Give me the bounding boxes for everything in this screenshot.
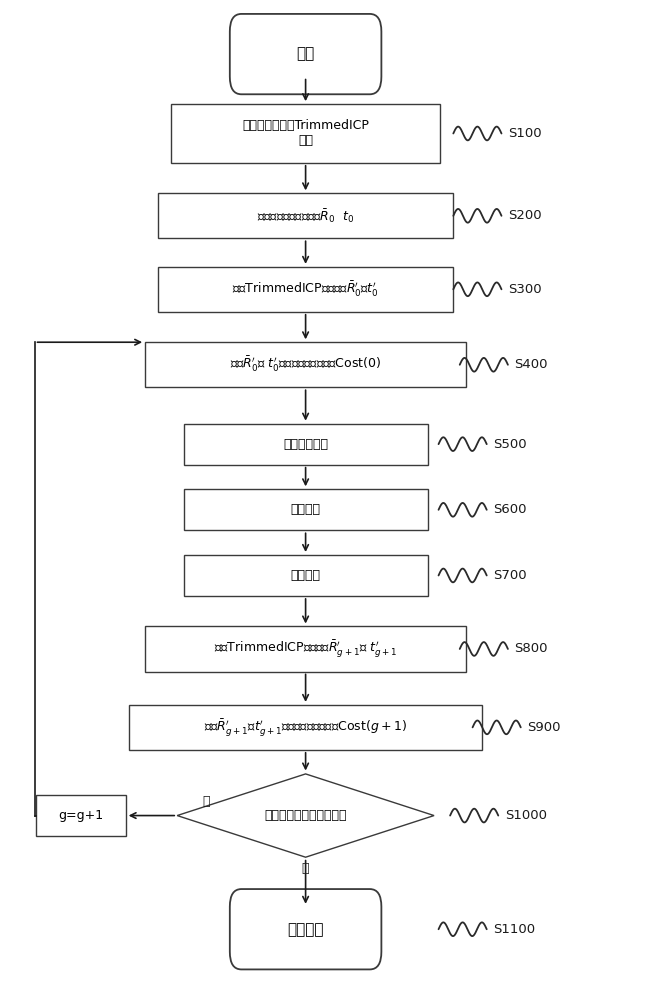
Bar (183, 424, 427, 465)
Text: S600: S600 (493, 503, 527, 516)
Bar (129, 705, 482, 750)
Text: 随机初始化种群转换为$\bar{R}_0$  $t_0$: 随机初始化种群转换为$\bar{R}_0$ $t_0$ (257, 207, 355, 225)
Bar (145, 342, 466, 387)
Bar (158, 193, 454, 238)
Bar (145, 626, 466, 672)
Text: S300: S300 (508, 283, 541, 296)
Text: 选择操作: 选择操作 (290, 569, 320, 582)
Text: S900: S900 (527, 721, 561, 734)
Text: 是: 是 (302, 862, 309, 875)
Text: 设置差分进化和TrimmedICP
参数: 设置差分进化和TrimmedICP 参数 (242, 119, 369, 147)
FancyBboxPatch shape (230, 889, 381, 969)
Text: 种群变异操作: 种群变异操作 (283, 438, 328, 451)
Text: g=g+1: g=g+1 (58, 809, 104, 822)
Text: 交叉操作: 交叉操作 (290, 503, 320, 516)
Text: 否: 否 (202, 795, 210, 808)
Bar (183, 555, 427, 596)
Bar (158, 267, 454, 312)
Bar (171, 104, 440, 163)
Text: 通过TrimmedICP算法计算$\bar{R}_0^{\prime}$和$t_0^{\prime}$: 通过TrimmedICP算法计算$\bar{R}_0^{\prime}$和$t_… (232, 280, 379, 299)
Text: S1100: S1100 (493, 923, 535, 936)
Text: S1000: S1000 (504, 809, 547, 822)
Polygon shape (177, 774, 434, 857)
Text: 根据$\bar{R}_0^{\prime}$和 $t_0^{\prime}$计算此时的配准代价$\mathrm{Cost}\left(0\right)$: 根据$\bar{R}_0^{\prime}$和 $t_0^{\prime}$计算… (230, 355, 381, 374)
Text: S200: S200 (508, 209, 541, 222)
Text: S500: S500 (493, 438, 527, 451)
Bar (36, 795, 126, 836)
Text: 根据$\bar{R}_{g+1}^{\prime}$和$t_{g+1}^{\prime}$计算此时的配准代价$\mathrm{Cost}\left(g+1\ri: 根据$\bar{R}_{g+1}^{\prime}$和$t_{g+1}^{\pr… (204, 717, 407, 738)
Text: S800: S800 (514, 642, 548, 655)
Text: 判断是否满足终止条件？: 判断是否满足终止条件？ (264, 809, 347, 822)
Text: 通过TrimmedICP算法计算$\bar{R}_{g+1}^{\prime}$和 $t_{g+1}^{\prime}$: 通过TrimmedICP算法计算$\bar{R}_{g+1}^{\prime}$… (214, 639, 397, 659)
Text: 最优结果: 最优结果 (288, 922, 324, 937)
FancyBboxPatch shape (230, 14, 381, 94)
Text: S100: S100 (508, 127, 541, 140)
Text: 开始: 开始 (296, 47, 314, 62)
Bar (183, 489, 427, 530)
Text: S400: S400 (514, 358, 548, 371)
Text: S700: S700 (493, 569, 527, 582)
